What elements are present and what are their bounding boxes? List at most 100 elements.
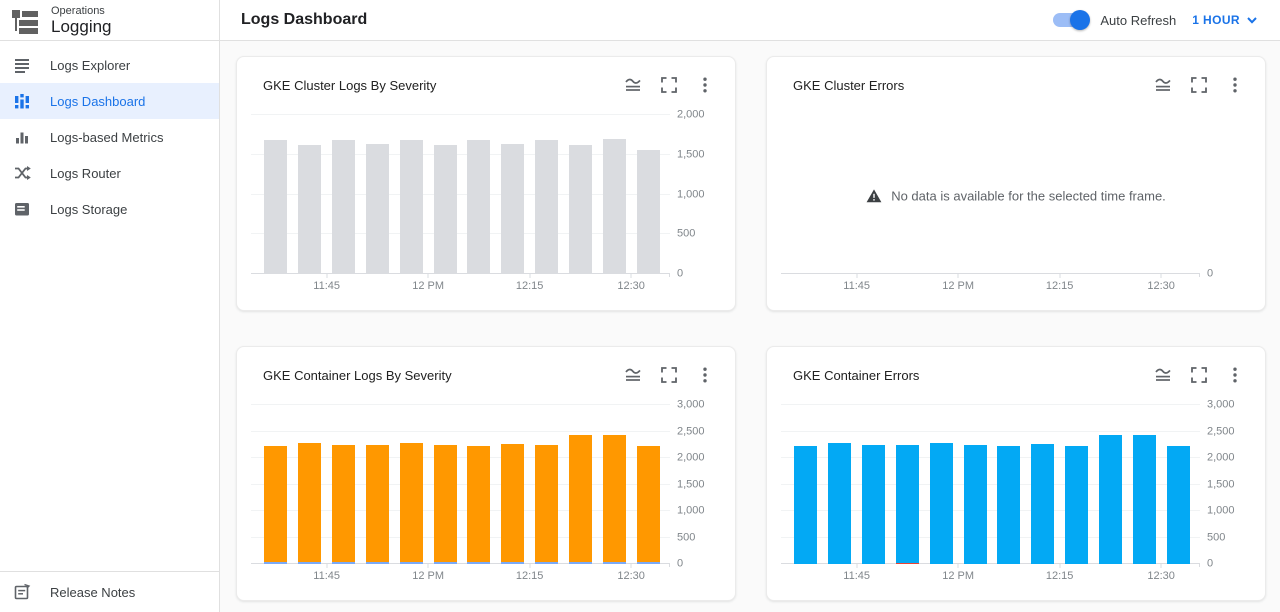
- y-axis-label: 1,000: [677, 504, 705, 517]
- overflow-menu-button[interactable]: [1226, 366, 1244, 384]
- bar-segment-info-severity: [568, 562, 592, 564]
- bar: [1065, 405, 1089, 564]
- bar: [895, 405, 919, 564]
- bar-segment-error: [1065, 445, 1089, 564]
- y-axis-label: 0: [677, 557, 684, 570]
- bar: [433, 115, 457, 274]
- bar-segment-error: [1132, 434, 1156, 564]
- bar-segment-default-severity: [264, 446, 288, 563]
- bar: [298, 405, 322, 564]
- bar-segment-default-severity: [602, 434, 626, 563]
- bar-segment-error: [862, 444, 886, 564]
- sidebar-item-logs-router[interactable]: Logs Router: [0, 155, 219, 191]
- bar: [365, 115, 389, 274]
- bar-slot: [428, 405, 462, 564]
- bar-segment-error: [1098, 434, 1122, 564]
- legend-toggle-button[interactable]: [624, 76, 642, 94]
- bar-segment-default-severity: [399, 443, 423, 563]
- bar-segment-info-severity: [535, 562, 559, 564]
- y-axis-label: 2,000: [1207, 451, 1235, 464]
- chart-title: GKE Cluster Errors: [793, 77, 905, 93]
- overflow-menu-button[interactable]: [1226, 76, 1244, 94]
- x-axis-tick: [957, 564, 959, 568]
- y-axis-label: 0: [1207, 267, 1214, 280]
- overflow-menu-icon: [1233, 77, 1237, 93]
- bar: [1031, 405, 1055, 564]
- y-axis-label: 500: [677, 227, 696, 240]
- bar: [264, 115, 288, 274]
- bar: [433, 405, 457, 564]
- sidebar-item-release-notes[interactable]: Release Notes: [0, 573, 219, 611]
- legend-toggle-button[interactable]: [624, 366, 642, 384]
- bar-segment-error: [963, 444, 987, 564]
- y-axis-label: 500: [677, 531, 696, 543]
- bar: [399, 115, 423, 274]
- auto-refresh-toggle[interactable]: [1053, 10, 1091, 30]
- sidebar-item-logs-dashboard[interactable]: Logs Dashboard: [0, 83, 219, 119]
- legend-toggle-button[interactable]: [1154, 76, 1172, 94]
- fullscreen-button[interactable]: [1190, 366, 1208, 384]
- bar-segment-default-severity: [332, 444, 356, 563]
- sidebar-item-logs-storage[interactable]: Logs Storage: [0, 191, 219, 227]
- bar: [501, 115, 525, 274]
- overflow-menu-icon: [703, 77, 707, 93]
- gridline: [781, 430, 1200, 432]
- bar-segment-error: [929, 443, 953, 564]
- y-axis-label: 1,500: [677, 148, 705, 161]
- bar-segment-info-severity: [298, 562, 322, 564]
- gridline: [251, 430, 670, 432]
- legend-toggle-button[interactable]: [1154, 366, 1172, 384]
- x-axis-tick: [1059, 274, 1061, 278]
- chart-title: GKE Container Errors: [793, 367, 920, 383]
- x-axis-tick: [856, 564, 858, 568]
- bar-segment-error: [794, 446, 818, 564]
- gridline: [251, 114, 670, 115]
- logs-explorer-icon: [15, 59, 29, 73]
- sidebar-item-label: Logs-based Metrics: [50, 129, 164, 145]
- y-axis-label: 500: [1207, 531, 1226, 543]
- y-axis-label: 2,500: [677, 425, 705, 437]
- bar-slot: [857, 405, 891, 564]
- x-axis-label: 11:45: [313, 570, 341, 582]
- section-name: Logging: [51, 17, 112, 36]
- bar-slot: [530, 115, 564, 274]
- bar: [535, 405, 559, 564]
- y-axis-label: 1,500: [677, 478, 705, 490]
- fullscreen-button[interactable]: [1190, 76, 1208, 94]
- gridline: [251, 457, 670, 458]
- overflow-menu-button[interactable]: [696, 366, 714, 384]
- bar: [365, 405, 389, 564]
- bar: [828, 405, 852, 564]
- bar-slot: [563, 405, 597, 564]
- time-range-dropdown[interactable]: 1 HOUR: [1192, 13, 1258, 27]
- x-axis-tick: [957, 274, 959, 278]
- bar-slot: [631, 405, 665, 564]
- x-axis-label: 12 PM: [942, 280, 975, 292]
- logging-logo-icon: [12, 10, 38, 34]
- bar-segment-default-severity: [501, 444, 525, 563]
- bar-slot: [293, 115, 327, 274]
- y-axis-label: 0: [1207, 557, 1214, 570]
- gridline: [781, 483, 1200, 485]
- x-axis-label: 12:15: [515, 570, 544, 582]
- sidebar-item-logs-explorer[interactable]: Logs Explorer: [0, 47, 219, 83]
- bar-segment-error: [1166, 446, 1190, 564]
- y-axis-label: 1,000: [677, 188, 705, 200]
- chevron-down-icon: [1247, 17, 1257, 24]
- y-axis-label: 3,000: [677, 398, 705, 411]
- sidebar-footer: Release Notes: [0, 571, 219, 612]
- sidebar-item-label: Logs Explorer: [50, 57, 131, 73]
- sidebar-item-label: Logs Storage: [50, 201, 128, 217]
- release-notes-icon: [14, 583, 31, 600]
- sidebar-item-label: Release Notes: [50, 584, 136, 600]
- bar-slot: [924, 405, 958, 564]
- gridline: [251, 510, 670, 511]
- bar: [794, 405, 818, 564]
- fullscreen-button[interactable]: [660, 76, 678, 94]
- fullscreen-button[interactable]: [660, 366, 678, 384]
- sidebar-item-logs-based-metrics[interactable]: Logs-based Metrics: [0, 119, 219, 155]
- product-name: Operations: [51, 5, 105, 17]
- overflow-menu-button[interactable]: [696, 76, 714, 94]
- x-axis-tick: [427, 274, 429, 278]
- dashboard-grid: GKE Cluster Logs By Severity 0 500 1,000 1,…: [220, 41, 1280, 612]
